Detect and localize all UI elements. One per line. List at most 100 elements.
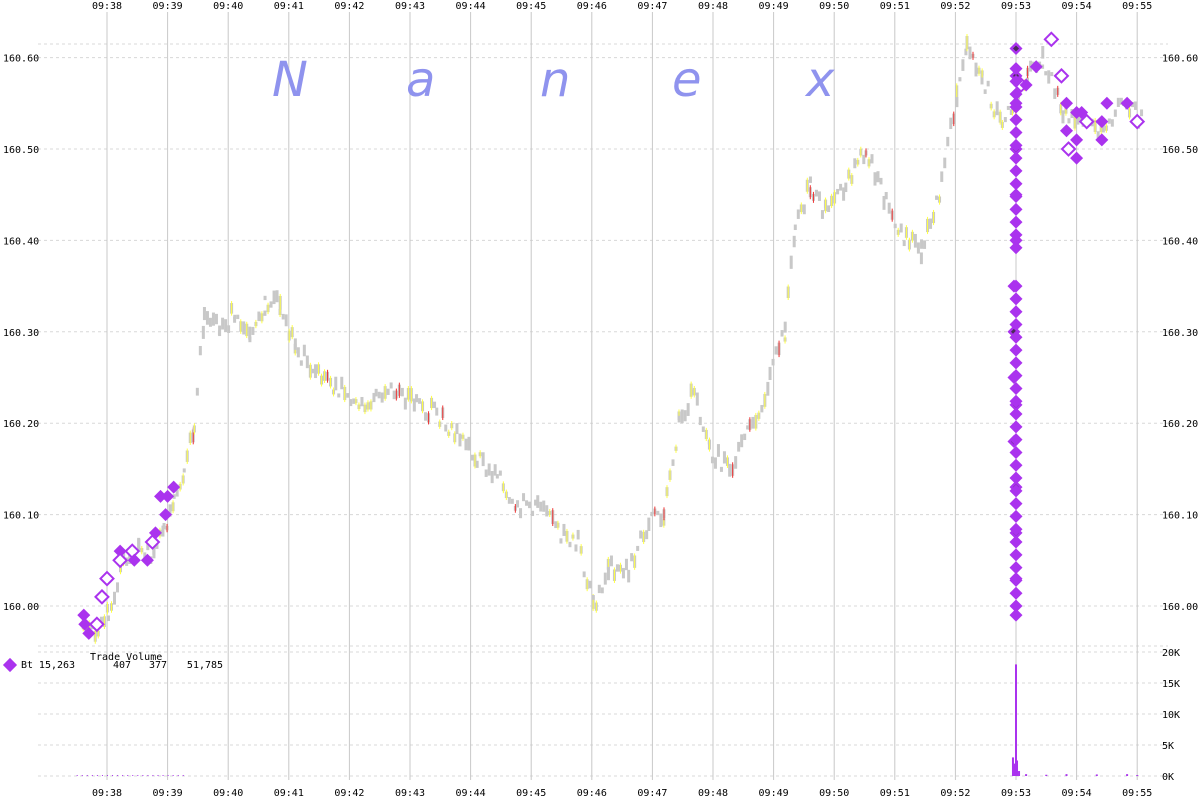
watermark-letter-e: e (672, 52, 702, 108)
price-bar (751, 416, 755, 429)
volume-bar (1136, 775, 1139, 776)
price-bar (233, 314, 237, 320)
trade-marker-filled (1070, 151, 1084, 165)
price-tick (966, 34, 968, 52)
price-bar (817, 191, 821, 201)
price-tick (367, 400, 369, 412)
price-bar (1076, 116, 1080, 125)
price-tick (831, 193, 833, 209)
price-bar (929, 218, 933, 229)
price-bar (227, 325, 231, 333)
x-tick-label-top: 09:47 (637, 1, 667, 12)
price-bar (746, 425, 750, 430)
price-bar (695, 392, 699, 406)
price-bar (949, 117, 953, 130)
diamond-icon (2, 657, 18, 673)
price-bar (737, 441, 741, 452)
price-bar (597, 584, 601, 594)
price-tick (607, 556, 609, 572)
price-tick (933, 209, 935, 226)
volume-tick-label: 10K (1162, 710, 1180, 721)
price-bar (853, 158, 857, 169)
price-bar (671, 459, 675, 466)
price-bar (299, 360, 303, 366)
volume-bar (1065, 774, 1068, 776)
price-bar (272, 290, 276, 305)
price-tick (654, 506, 656, 517)
price-tick (911, 229, 913, 243)
x-tick-label-top: 09:42 (334, 1, 364, 12)
price-bar (771, 358, 775, 366)
price-bar (143, 552, 147, 561)
x-tick-label-bottom: 09:55 (1122, 788, 1152, 799)
price-bar (493, 464, 497, 476)
price-bar (554, 521, 558, 529)
y-tick-label-left: 160.00 (3, 602, 39, 613)
trade-marker-filled (159, 508, 173, 522)
price-bar (236, 314, 240, 320)
price-bar (768, 366, 772, 380)
price-bar (175, 489, 179, 497)
price-tick (451, 421, 453, 431)
price-tick (557, 520, 559, 530)
y-tick-label-left: 160.50 (3, 145, 39, 156)
price-bar (591, 594, 595, 600)
price-bar (683, 410, 687, 422)
price-bar (808, 176, 812, 183)
x-tick-label-bottom: 09:54 (1062, 788, 1092, 799)
price-tick (355, 397, 357, 406)
price-bar (650, 511, 654, 517)
price-tick (1065, 103, 1067, 116)
price-tick (166, 523, 168, 533)
x-tick-label-top: 09:46 (577, 1, 607, 12)
trade-marker-layer (77, 31, 1146, 640)
price-tick (428, 411, 430, 425)
trade-marker-hollow (94, 588, 110, 605)
price-tick (431, 395, 433, 411)
x-tick-label-bottom: 09:44 (456, 788, 486, 799)
price-bar (113, 591, 116, 605)
price-bar (475, 460, 479, 468)
price-bar (433, 401, 437, 409)
price-bar (609, 555, 613, 567)
price-tick (1027, 65, 1029, 79)
price-bar (534, 499, 538, 506)
trade-marker-filled (1009, 497, 1023, 511)
price-tick (97, 628, 99, 639)
price-bar (839, 183, 843, 191)
price-tick (809, 185, 811, 200)
price-tick (279, 306, 281, 317)
trade-marker-filled (1009, 190, 1023, 204)
price-tick (939, 194, 941, 205)
price-tick (193, 423, 195, 435)
price-layer (81, 34, 1144, 644)
price-bar (531, 510, 535, 517)
trade-marker-hollow (88, 616, 105, 633)
price-tick (448, 429, 450, 438)
price-bar (588, 580, 592, 589)
price-tick (586, 577, 588, 592)
price-bar (698, 416, 702, 426)
price-tick (851, 173, 853, 186)
price-bar (372, 392, 376, 403)
price-bar (525, 500, 529, 506)
price-tick (255, 319, 257, 329)
x-tick-label-bottom: 09:43 (395, 788, 425, 799)
trade-marker-filled (1009, 445, 1023, 459)
volume-tick-label: 0K (1162, 772, 1174, 783)
trade-marker-filled (1009, 241, 1023, 255)
price-tick (953, 111, 955, 127)
price-bar (603, 572, 607, 585)
y-tick-label-right: 160.00 (1162, 602, 1198, 613)
price-bar (248, 336, 252, 343)
volume-bar (1013, 763, 1016, 776)
volume-bar (1045, 774, 1048, 776)
price-bar (155, 543, 159, 549)
price-bar (386, 388, 390, 395)
price-bar (162, 522, 166, 530)
price-bar (346, 393, 350, 398)
trade-marker-hollow (1078, 113, 1095, 130)
x-tick-label-bottom: 09:49 (759, 788, 789, 799)
price-tick (595, 600, 597, 613)
price-bar (248, 326, 252, 340)
